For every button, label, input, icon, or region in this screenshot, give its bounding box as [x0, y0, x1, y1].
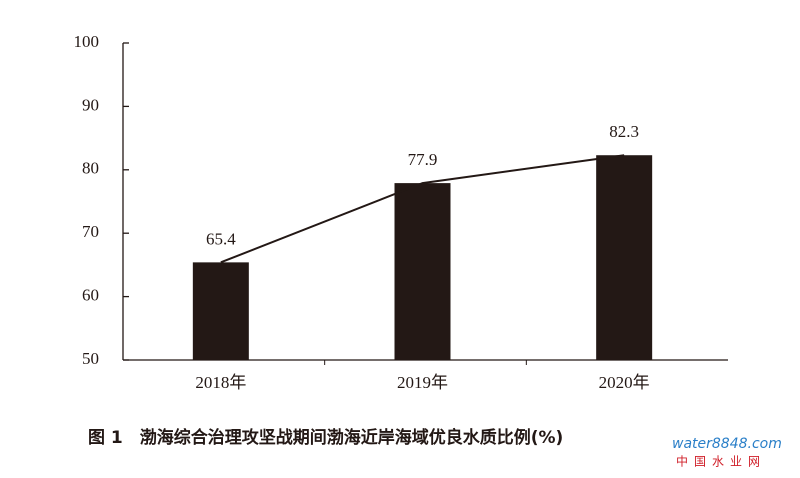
- y-tick-label: 60: [82, 286, 99, 305]
- x-tick-label: 2018年: [195, 373, 246, 392]
- bar: [192, 262, 249, 360]
- data-label: 77.9: [408, 150, 438, 169]
- x-tick-label: 2020年: [599, 373, 650, 392]
- watermark: water8848.com: [672, 436, 782, 452]
- bar: [394, 183, 451, 360]
- watermark-name: 中国水业网: [676, 454, 766, 469]
- y-tick-label: 100: [74, 32, 100, 51]
- bar: [596, 155, 653, 360]
- y-tick-label: 90: [82, 95, 99, 114]
- line: [220, 154, 625, 264]
- y-tick-label: 50: [82, 349, 99, 368]
- y-tick-label: 80: [82, 159, 99, 178]
- data-label: 65.4: [206, 229, 236, 248]
- x-tick-label: 2019年: [397, 373, 448, 392]
- data-label: 82.3: [609, 122, 639, 141]
- y-tick-label: 70: [82, 222, 99, 241]
- chart-title: 图 1 渤海综合治理攻坚战期间渤海近岸海域优良水质比例(%): [88, 427, 563, 448]
